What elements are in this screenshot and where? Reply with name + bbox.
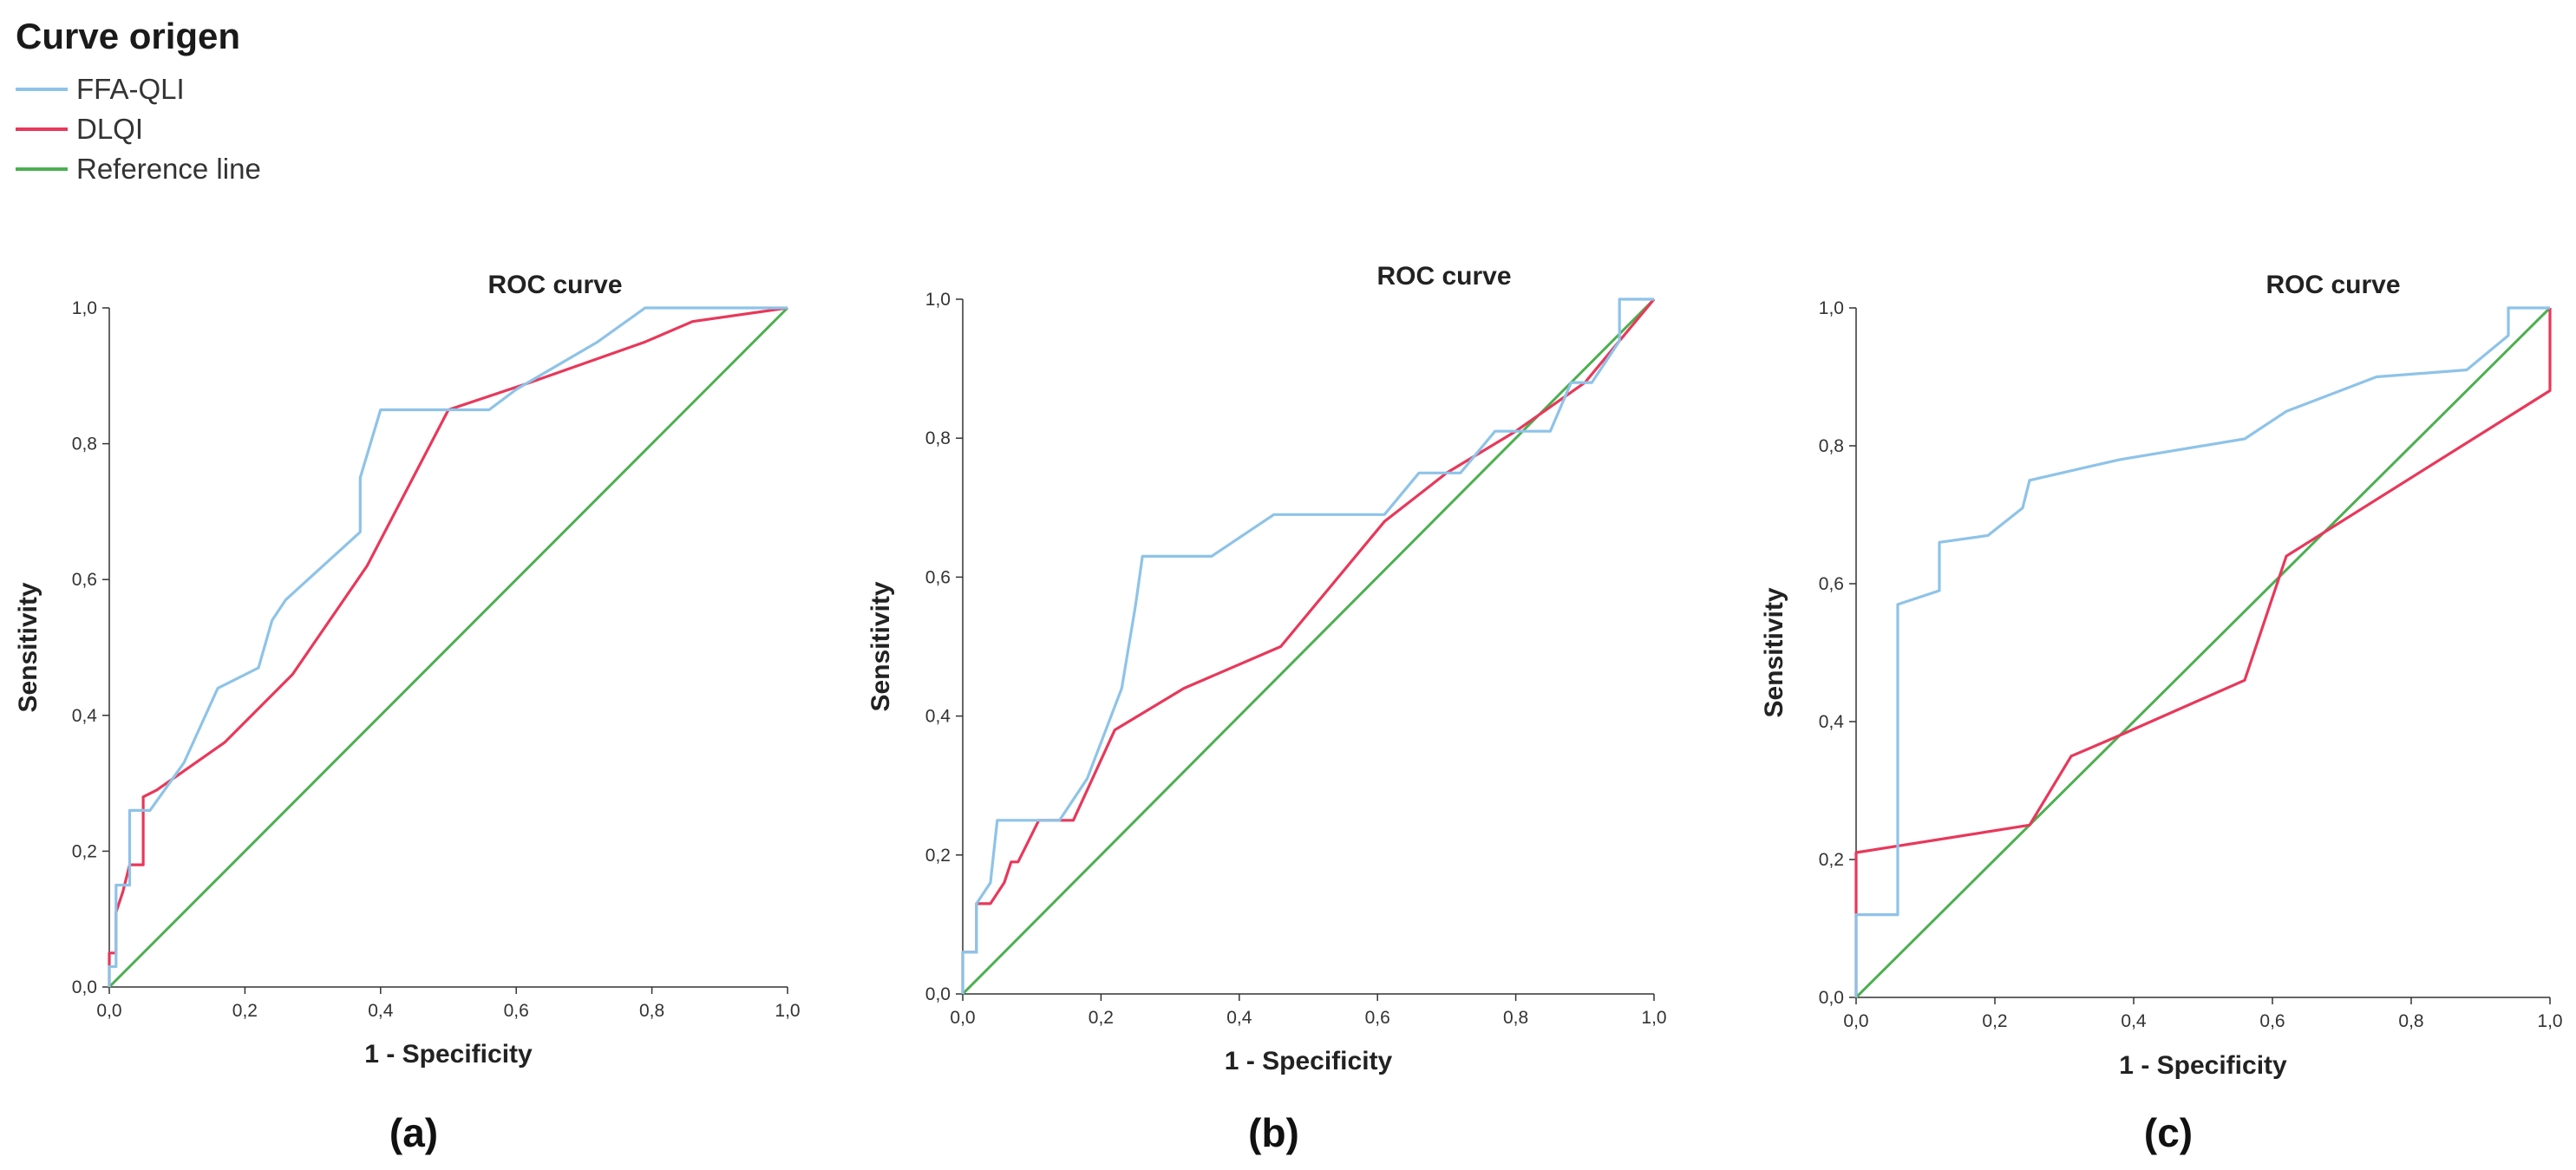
roc-chart-c: 0,0 0,2 0,4 0,6 0,8 1,0 0,0 0,2 0,4 0,6 0,8 1,0 ROC … <box>1760 271 2563 1155</box>
x-tick-label: 0,2 <box>1982 1011 2007 1031</box>
y-axis-label: Sensitivity <box>1760 587 1788 717</box>
y-tick-label: 0,4 <box>1819 712 1845 732</box>
y-tick-label: 0,0 <box>72 977 97 997</box>
x-tick-label: 0,8 <box>639 1001 664 1021</box>
x-tick-label: 0,8 <box>1503 1008 1528 1028</box>
legend-label: FFA-QLI <box>76 73 185 105</box>
series-ffa-qli <box>961 297 1654 994</box>
x-axis-label: 1 - Specificity <box>2119 1051 2287 1080</box>
series-reference-line <box>108 306 789 989</box>
x-axis-label: 1 - Specificity <box>364 1040 533 1069</box>
figure-caption: (b) <box>1248 1110 1299 1155</box>
legend-swatch-ffa-qli <box>16 88 68 91</box>
figure-caption: (c) <box>2144 1110 2193 1155</box>
series-ffa-qli <box>1854 306 2550 997</box>
y-tick-label: 0,4 <box>72 706 98 726</box>
roc-chart-b: 0,0 0,2 0,4 0,6 0,8 1,0 0,0 0,2 0,4 0,6 0,8 1,0 ROC … <box>866 262 1667 1155</box>
legend-label: Reference line <box>76 153 261 185</box>
series-reference-line <box>961 297 1656 996</box>
y-tick-label: 0,2 <box>72 841 97 861</box>
x-axis-label: 1 - Specificity <box>1225 1047 1393 1075</box>
y-tick-label: 0,0 <box>925 984 951 1004</box>
series-ffa-qli <box>108 306 788 987</box>
x-tick-label: 0,0 <box>1843 1011 1868 1031</box>
series-dlqi <box>1854 308 2552 997</box>
y-tick-label: 0,8 <box>925 428 951 448</box>
legend-swatch-dlqi <box>16 127 68 131</box>
series-reference-line <box>1854 306 2552 999</box>
y-axis-label: Sensitivity <box>14 582 42 712</box>
y-tick-label: 1,0 <box>72 298 97 318</box>
y-tick-label: 0,0 <box>1819 988 1844 1008</box>
legend-title: Curve origen <box>16 16 241 56</box>
y-tick-label: 1,0 <box>1819 298 1844 318</box>
legend-item-ffa-qli: FFA-QLI <box>16 69 261 109</box>
legend-item-dlqi: DLQI <box>16 109 261 149</box>
y-tick-label: 0,8 <box>1819 436 1844 456</box>
y-tick-label: 0,6 <box>1819 574 1844 594</box>
x-tick-label: 0,6 <box>504 1001 529 1021</box>
x-tick-label: 0,6 <box>1365 1008 1390 1028</box>
x-tick-label: 0,0 <box>96 1001 121 1021</box>
x-tick-label: 1,0 <box>775 1001 800 1021</box>
y-tick-label: 0,8 <box>72 435 97 454</box>
x-tick-label: 0,4 <box>1226 1008 1252 1028</box>
x-tick-label: 0,4 <box>2121 1011 2147 1031</box>
y-axis-label: Sensitivity <box>866 581 895 711</box>
chart-title: ROC curve <box>1376 262 1511 291</box>
legend-item-reference-line: Reference line <box>16 149 261 189</box>
chart-title: ROC curve <box>2265 271 2400 299</box>
x-tick-label: 1,0 <box>1641 1008 1666 1028</box>
x-tick-label: 0,4 <box>368 1001 394 1021</box>
legend-label: DLQI <box>76 113 144 145</box>
x-tick-label: 0,2 <box>1089 1008 1114 1028</box>
x-tick-label: 1,0 <box>2537 1011 2562 1031</box>
y-tick-label: 0,6 <box>925 567 951 587</box>
x-tick-label: 0,8 <box>2398 1011 2423 1031</box>
chart-title: ROC curve <box>487 271 622 299</box>
legend: Curve origen FFA-QLI DLQI Reference line <box>16 16 261 189</box>
legend-swatch-reference <box>16 167 68 171</box>
x-tick-label: 0,6 <box>2259 1011 2285 1031</box>
x-tick-label: 0,0 <box>950 1008 975 1028</box>
y-tick-label: 0,6 <box>72 570 97 590</box>
y-tick-label: 0,2 <box>925 846 951 866</box>
y-tick-label: 1,0 <box>925 290 951 310</box>
y-tick-label: 0,4 <box>925 707 951 727</box>
roc-chart-a: 0,0 0,2 0,4 0,6 0,8 1,0 0,0 0,2 0,4 0,6 0,8 1,0 ROC … <box>14 271 801 1155</box>
figure-caption: (a) <box>389 1110 438 1155</box>
x-tick-label: 0,2 <box>232 1001 258 1021</box>
y-tick-label: 0,2 <box>1819 850 1844 870</box>
